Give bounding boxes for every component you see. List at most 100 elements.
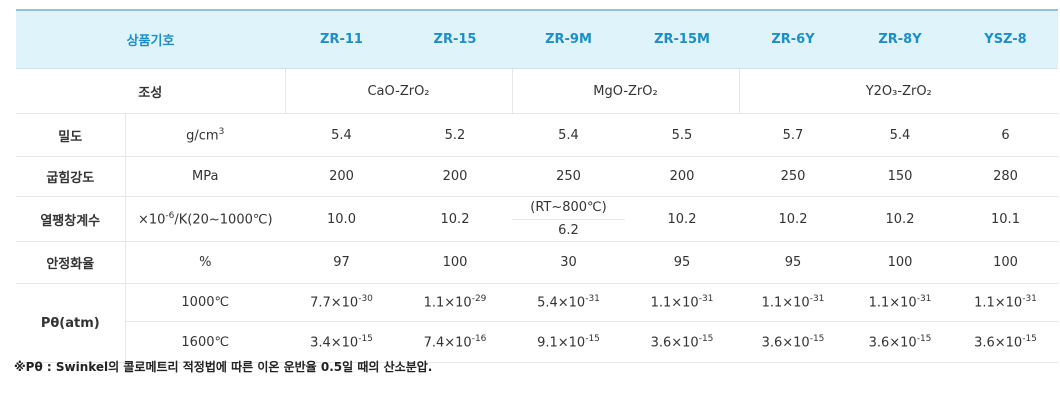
oxygen-value: 9.1×10-15 xyxy=(512,321,625,363)
oxygen-value: 1.1×10-31 xyxy=(847,283,953,322)
flexural-value: 250 xyxy=(512,156,625,197)
oxygen-exponent: -15 xyxy=(358,333,373,344)
density-value: 5.2 xyxy=(398,113,512,157)
oxygen-exponent: -30 xyxy=(358,294,373,305)
oxygen-value: 1.1×10-31 xyxy=(739,283,847,322)
density-value: 5.4 xyxy=(512,113,625,157)
thermal-expansion-unit: ×10-6/K(20~1000℃) xyxy=(125,196,285,242)
oxygen-mantissa: 3.6×10 xyxy=(650,335,699,351)
thermal-value: 10.1 xyxy=(953,196,1058,242)
oxygen-mantissa: 9.1×10 xyxy=(537,335,586,351)
stabilization-label: 안정화율 xyxy=(16,241,126,284)
oxygen-value: 5.4×10-31 xyxy=(512,283,625,322)
stabilization-value: 97 xyxy=(285,241,398,284)
thermal-zr9m-value: 6.2 xyxy=(558,222,579,238)
oxygen-mantissa: 3.6×10 xyxy=(868,335,917,351)
thermal-unit-pre: ×10 xyxy=(137,212,166,228)
oxygen-exponent: -15 xyxy=(698,333,714,344)
flexural-value: 200 xyxy=(285,156,398,197)
thermal-value: 10.2 xyxy=(739,196,847,242)
stabilization-value: 100 xyxy=(398,241,512,284)
oxygen-exponent: -15 xyxy=(585,333,600,344)
header-product: YSZ-8 xyxy=(953,9,1058,69)
thermal-zr9m-note: (RT~800℃) xyxy=(512,197,625,220)
thermal-expansion-label: 열팽창계수 xyxy=(16,196,126,242)
table-row: 열팽창계수 ×10-6/K(20~1000℃) 10.0 10.2 (RT~80… xyxy=(16,196,1058,242)
oxygen-exponent: -31 xyxy=(1022,294,1037,305)
density-value: 5.4 xyxy=(285,113,398,157)
header-product: ZR-15 xyxy=(398,9,512,69)
stabilization-value: 100 xyxy=(847,241,953,284)
oxygen-exponent: -31 xyxy=(698,294,714,305)
oxygen-mantissa: 7.4×10 xyxy=(423,335,472,351)
density-unit: g/cm3 xyxy=(125,113,285,157)
oxygen-value: 3.4×10-15 xyxy=(285,321,398,363)
oxygen-value: 7.7×10-30 xyxy=(285,283,398,322)
oxygen-exponent: -16 xyxy=(471,333,487,344)
oxygen-mantissa: 1.1×10 xyxy=(761,295,810,311)
oxygen-mantissa: 1.1×10 xyxy=(868,295,917,311)
thermal-unit-post: /K(20~1000℃) xyxy=(174,212,273,228)
composition-group: Y2O₃-ZrO₂ xyxy=(739,68,1058,114)
table-row: 밀도 g/cm3 5.4 5.2 5.4 5.5 5.7 5.4 6 xyxy=(16,113,1058,157)
oxygen-mantissa: 1.1×10 xyxy=(423,295,472,311)
oxygen-mantissa: 3.4×10 xyxy=(310,335,359,351)
stabilization-unit: % xyxy=(125,241,285,284)
oxygen-value: 3.6×10-15 xyxy=(625,321,739,363)
oxygen-mantissa: 1.1×10 xyxy=(974,295,1023,311)
flexural-strength-unit: MPa xyxy=(125,156,285,197)
product-spec-table: 상품기호 ZR-11 ZR-15 ZR-9M ZR-15M ZR-6Y ZR-8… xyxy=(16,9,1058,363)
density-value: 5.5 xyxy=(625,113,739,157)
oxygen-value: 3.6×10-15 xyxy=(953,321,1058,363)
thermal-unit-exp: -6 xyxy=(165,210,175,221)
oxygen-exponent: -15 xyxy=(916,333,932,344)
oxygen-mantissa: 7.7×10 xyxy=(310,295,359,311)
flexural-strength-label: 굽힘강도 xyxy=(16,156,126,197)
header-product: ZR-9M xyxy=(512,9,625,69)
density-label: 밀도 xyxy=(16,113,126,157)
oxygen-exponent: -15 xyxy=(1022,333,1037,344)
header-product: ZR-8Y xyxy=(847,9,953,69)
density-value: 5.7 xyxy=(739,113,847,157)
thermal-value: 10.0 xyxy=(285,196,398,242)
oxygen-value: 3.6×10-15 xyxy=(847,321,953,363)
oxygen-value: 1.1×10-31 xyxy=(625,283,739,322)
oxygen-exponent: -31 xyxy=(809,294,825,305)
thermal-value: 10.2 xyxy=(625,196,739,242)
flexural-value: 280 xyxy=(953,156,1058,197)
oxygen-mantissa: 3.6×10 xyxy=(974,335,1023,351)
header-product: ZR-15M xyxy=(625,9,739,69)
oxygen-exponent: -29 xyxy=(471,294,487,305)
oxygen-temp: 1000℃ xyxy=(125,283,285,322)
density-unit-base: g/cm xyxy=(186,128,219,144)
oxygen-temp: 1600℃ xyxy=(125,321,285,363)
flexural-value: 150 xyxy=(847,156,953,197)
header-product-code-label: 상품기호 xyxy=(16,9,285,69)
oxygen-exponent: -15 xyxy=(809,333,825,344)
thermal-value: 10.2 xyxy=(847,196,953,242)
stabilization-value: 100 xyxy=(953,241,1058,284)
stabilization-value: 30 xyxy=(512,241,625,284)
composition-group: CaO-ZrO₂ xyxy=(285,68,513,114)
oxygen-exponent: -31 xyxy=(916,294,932,305)
oxygen-value: 7.4×10-16 xyxy=(398,321,512,363)
density-value: 6 xyxy=(953,113,1058,157)
thermal-value-zr9m: (RT~800℃) 6.2 xyxy=(512,196,625,242)
oxygen-mantissa: 3.6×10 xyxy=(761,335,810,351)
table-row: Pθ(atm) 1000℃ 7.7×10-30 1.1×10-29 5.4×10… xyxy=(16,283,1058,363)
header-product: ZR-6Y xyxy=(739,9,847,69)
flexural-value: 200 xyxy=(398,156,512,197)
composition-group: MgO-ZrO₂ xyxy=(512,68,740,114)
footnote: ※Pθ : Swinkel의 콜로메트리 적정법에 따른 이온 운반율 0.5일… xyxy=(14,360,433,374)
table-row: 1600℃ 3.4×10-15 7.4×10-16 9.1×10-15 3.6×… xyxy=(16,321,1058,363)
oxygen-value: 1.1×10-31 xyxy=(953,283,1058,322)
oxygen-mantissa: 1.1×10 xyxy=(650,295,699,311)
table-row: 안정화율 % 97 100 30 95 95 100 100 xyxy=(16,241,1058,284)
header-product: ZR-11 xyxy=(285,9,398,69)
composition-label: 조성 xyxy=(16,68,286,114)
stabilization-value: 95 xyxy=(625,241,739,284)
oxygen-mantissa: 5.4×10 xyxy=(537,295,586,311)
table-header-row: 상품기호 ZR-11 ZR-15 ZR-9M ZR-15M ZR-6Y ZR-8… xyxy=(16,9,1058,69)
oxygen-exponent: -31 xyxy=(585,294,600,305)
